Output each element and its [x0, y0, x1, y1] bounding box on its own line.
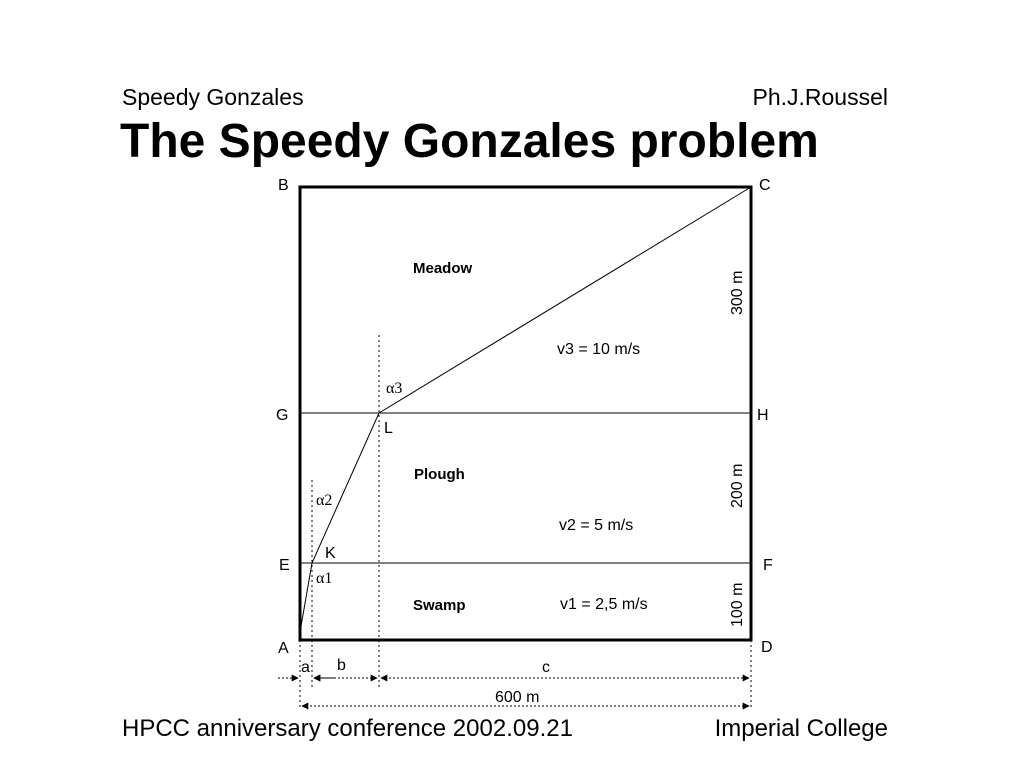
region-meadow-label: Meadow	[413, 260, 473, 277]
header-author: Ph.J.Roussel	[752, 84, 888, 110]
segment-c-label: c	[542, 659, 550, 676]
region-plough-label: Plough	[414, 466, 465, 483]
speed-v1-label: v1 = 2,5 m/s	[560, 596, 648, 613]
footer-conference: HPCC anniversary conference 2002.09.21	[122, 715, 573, 742]
point-f-label: F	[763, 557, 773, 574]
point-c-label: C	[759, 177, 771, 194]
distance-total-label: 600 m	[495, 689, 539, 706]
point-g-label: G	[276, 407, 288, 424]
point-k-label: K	[325, 545, 336, 562]
point-b-label: B	[278, 177, 289, 194]
distance-plough-label: 200 m	[729, 464, 746, 508]
speed-v3-label: v3 = 10 m/s	[557, 341, 640, 358]
angle-alpha2-label: α2	[316, 492, 332, 509]
path-a-k-l-c	[299, 186, 752, 633]
angle-alpha3-label: α3	[386, 380, 402, 397]
distance-swamp-label: 100 m	[729, 583, 746, 627]
angle-alpha1-label: α1	[316, 570, 332, 587]
region-swamp-label: Swamp	[413, 597, 466, 614]
distance-meadow-label: 300 m	[729, 271, 746, 315]
speed-v2-label: v2 = 5 m/s	[559, 517, 633, 534]
page-title: The Speedy Gonzales problem	[120, 115, 819, 168]
point-l-label: L	[384, 420, 393, 437]
point-e-label: E	[279, 557, 290, 574]
point-h-label: H	[757, 407, 769, 424]
segment-a-label: a	[301, 659, 310, 676]
header-topic: Speedy Gonzales	[122, 84, 304, 110]
point-a-label: A	[278, 640, 289, 657]
point-d-label: D	[761, 639, 773, 656]
segment-b-label: b	[337, 657, 346, 674]
footer-institution: Imperial College	[714, 715, 888, 742]
